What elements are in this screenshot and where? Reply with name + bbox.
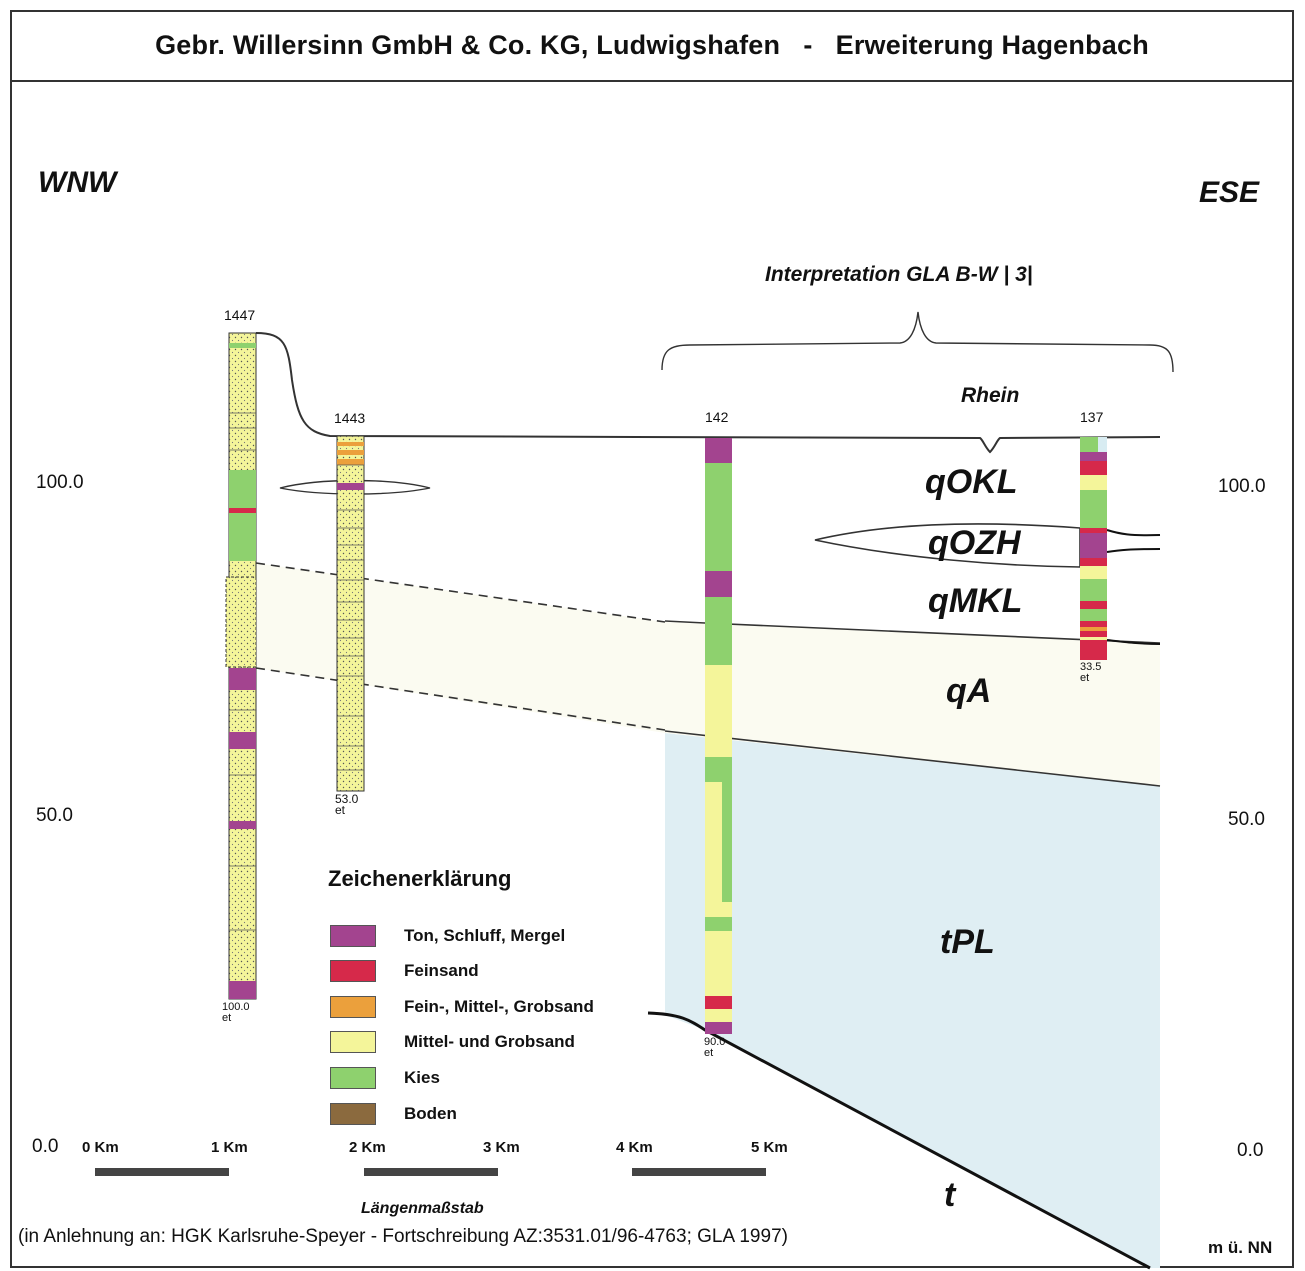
legend-title: Zeichenerklärung xyxy=(328,866,512,891)
borehole-1443-id: 1443 xyxy=(334,410,366,426)
borehole-1447-id: 1447 xyxy=(224,307,256,323)
elevation-unit: m ü. NN xyxy=(1208,1238,1273,1257)
legend-item-clay: Ton, Schluff, Mergel xyxy=(330,925,565,947)
right-tick-0: 0.0 xyxy=(1237,1140,1264,1161)
scale-bar-segment-3 xyxy=(632,1168,766,1176)
title-left: Gebr. Willersinn GmbH & Co. KG, Ludwigsh… xyxy=(155,29,781,60)
unit-label-qokl: qOKL xyxy=(925,463,1018,501)
borehole-137-id: 137 xyxy=(1080,409,1104,425)
borehole-1443-depth: 53.0 et xyxy=(335,792,359,817)
unit-label-tpl: tPL xyxy=(940,923,995,961)
scale-tick-0: 0 Km xyxy=(82,1139,119,1156)
boundary-dashed-lower xyxy=(255,667,666,731)
title-right: Erweiterung Hagenbach xyxy=(835,29,1149,60)
scale-tick-2: 2 Km xyxy=(349,1139,386,1156)
boundary-tpl-base xyxy=(647,1011,1151,1270)
legend-item-soil: Boden xyxy=(330,1103,457,1125)
direction-west-label: WNW xyxy=(38,166,117,199)
figure-title: Gebr. Willersinn GmbH & Co. KG, Ludwigsh… xyxy=(10,10,1294,82)
scale-bar-segment-2 xyxy=(364,1168,498,1176)
left-tick-0: 0.0 xyxy=(32,1136,59,1157)
unit-label-qmkl: qMKL xyxy=(928,582,1023,620)
legend-item-fine-sand: Feinsand xyxy=(330,960,479,982)
legend-item-gravel: Kies xyxy=(330,1067,440,1089)
figure-frame xyxy=(10,10,1294,1268)
right-tick-100: 100.0 xyxy=(1218,476,1266,497)
legend-swatch-soil xyxy=(330,1103,376,1125)
borehole-1443 xyxy=(336,435,365,792)
scale-tick-1: 1 Km xyxy=(211,1139,248,1156)
left-tick-50: 50.0 xyxy=(36,805,73,826)
borehole-142-depth: 90.0 et xyxy=(704,1036,726,1059)
legend-swatch-fine-medium-coarse-sand xyxy=(330,996,376,1018)
source-note: (in Anlehnung an: HGK Karlsruhe-Speyer -… xyxy=(18,1226,788,1247)
borehole-1447-depth: 100.0 et xyxy=(222,1001,250,1024)
scale-bar-label: Längenmaßstab xyxy=(361,1200,484,1217)
lens-1443 xyxy=(279,479,431,495)
scale-tick-5: 5 Km xyxy=(751,1139,788,1156)
interpretation-label: Interpretation GLA B-W | 3| xyxy=(765,263,1033,286)
boundary-qa-base xyxy=(664,730,1161,787)
legend-swatch-medium-coarse-sand xyxy=(330,1031,376,1053)
borehole-1447 xyxy=(225,332,257,1000)
boundary-137-base xyxy=(1106,639,1161,645)
lens-qozh-tail xyxy=(1106,529,1161,553)
scale-tick-3: 3 Km xyxy=(483,1139,520,1156)
borehole-137 xyxy=(1080,437,1107,660)
right-tick-50: 50.0 xyxy=(1228,809,1265,830)
river-label: Rhein xyxy=(961,384,1020,407)
borehole-137-depth: 33.5 et xyxy=(1080,661,1102,684)
legend-swatch-gravel xyxy=(330,1067,376,1089)
scale-bar-segment-1 xyxy=(95,1168,229,1176)
scale-tick-4: 4 Km xyxy=(616,1139,653,1156)
borehole-142 xyxy=(705,438,732,1034)
direction-east-label: ESE xyxy=(1199,176,1260,209)
unit-label-qa: qA xyxy=(946,672,992,710)
legend-swatch-fine-sand xyxy=(330,960,376,982)
legend-item-fine-medium-coarse-sand: Fein-, Mittel-, Grobsand xyxy=(330,996,594,1018)
interpretation-brace xyxy=(661,311,1174,373)
legend-item-medium-coarse-sand: Mittel- und Grobsand xyxy=(330,1031,575,1053)
ground-surface-line xyxy=(255,332,1161,454)
borehole-142-id: 142 xyxy=(705,409,729,425)
tertiary-region xyxy=(665,733,1160,1268)
unit-label-t: t xyxy=(944,1176,956,1214)
left-tick-100: 100.0 xyxy=(36,472,84,493)
boundary-dashed-upper xyxy=(255,562,666,623)
title-separator: - xyxy=(803,29,813,60)
legend-swatch-clay xyxy=(330,925,376,947)
unit-label-qozh: qOZH xyxy=(928,524,1021,562)
